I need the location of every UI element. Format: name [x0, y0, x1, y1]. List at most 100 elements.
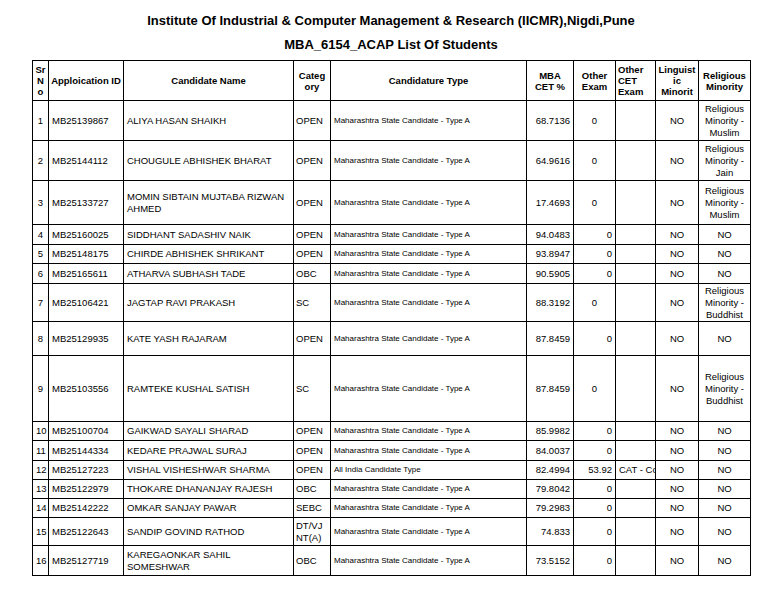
category-cell: OPEN [294, 322, 331, 356]
religious-minority-cell: Religious Minority - Muslim [699, 181, 751, 225]
category-cell: OPEN [294, 245, 331, 264]
linguistic-minority-cell: NO [656, 322, 699, 356]
application-id-cell: MB25144112 [49, 141, 124, 181]
mba-cet-cell: 85.9982 [527, 422, 574, 441]
linguistic-minority-cell: NO [656, 518, 699, 546]
table-row: 15MB25122643SANDIP GOVIND RATHODDT/VJ NT… [33, 518, 751, 546]
sr-cell: 5 [33, 245, 49, 264]
table-row: 13MB25122979THOKARE DHANANJAY RAJESHOBCM… [33, 480, 751, 499]
other-exam-cell: 0 [574, 225, 616, 245]
other-exam-cell: 0 [574, 499, 616, 518]
sr-cell: 2 [33, 141, 49, 181]
sr-cell: 7 [33, 284, 49, 322]
table-row: 2MB25144112CHOUGULE ABHISHEK BHARATOPENM… [33, 141, 751, 181]
other-cet-exam-cell [616, 518, 656, 546]
candidate-name-cell: SIDDHANT SADASHIV NAIK [124, 225, 294, 245]
application-id-cell: MB25122643 [49, 518, 124, 546]
linguistic-minority-cell: NO [656, 546, 699, 576]
candidate-name-cell: SANDIP GOVIND RATHOD [124, 518, 294, 546]
candidate-name-cell: CHOUGULE ABHISHEK BHARAT [124, 141, 294, 181]
other-exam-cell: 0 [574, 356, 616, 422]
sr-cell: 3 [33, 181, 49, 225]
candidate-name-cell: ALIYA HASAN SHAIKH [124, 101, 294, 141]
sr-cell: 10 [33, 422, 49, 441]
application-id-cell: MB25144334 [49, 441, 124, 461]
other-exam-cell: 0 [574, 181, 616, 225]
sr-cell: 15 [33, 518, 49, 546]
other-exam-cell: 0 [574, 245, 616, 264]
religious-minority-cell: NO [699, 422, 751, 441]
sr-cell: 1 [33, 101, 49, 141]
linguistic-minority-cell: NO [656, 356, 699, 422]
category-cell: OPEN [294, 422, 331, 441]
religious-minority-cell: NO [699, 546, 751, 576]
header-religious-minority: Religious Minority [699, 61, 751, 101]
table-row: 1MB25139867ALIYA HASAN SHAIKHOPENMaharas… [33, 101, 751, 141]
mba-cet-cell: 93.8947 [527, 245, 574, 264]
sr-cell: 6 [33, 264, 49, 284]
sr-cell: 9 [33, 356, 49, 422]
candidate-name-cell: OMKAR SANJAY PAWAR [124, 499, 294, 518]
candidate-name-cell: KAREGAONKAR SAHIL SOMESHWAR [124, 546, 294, 576]
students-table: Sr No Apploication ID Candidate Name Cat… [32, 60, 751, 576]
religious-minority-cell: Religious Minority - Jain [699, 141, 751, 181]
mba-cet-cell: 74.833 [527, 518, 574, 546]
application-id-cell: MB25103556 [49, 356, 124, 422]
religious-minority-cell: NO [699, 518, 751, 546]
other-cet-exam-cell [616, 480, 656, 499]
linguistic-minority-cell: NO [656, 461, 699, 480]
mba-cet-cell: 88.3192 [527, 284, 574, 322]
category-cell: OPEN [294, 141, 331, 181]
other-cet-exam-cell [616, 284, 656, 322]
linguistic-minority-cell: NO [656, 441, 699, 461]
sr-cell: 16 [33, 546, 49, 576]
candidature-type-cell: Maharashtra State Candidate - Type A [331, 422, 527, 441]
sr-cell: 13 [33, 480, 49, 499]
category-cell: OPEN [294, 101, 331, 141]
application-id-cell: MB25127719 [49, 546, 124, 576]
religious-minority-cell: NO [699, 461, 751, 480]
candidature-type-cell: Maharashtra State Candidate - Type A [331, 101, 527, 141]
report-page: Institute Of Industrial & Computer Manag… [0, 0, 782, 605]
application-id-cell: MB25106421 [49, 284, 124, 322]
other-cet-exam-cell [616, 101, 656, 141]
candidature-type-cell: All India Candidate Type [331, 461, 527, 480]
application-id-cell: MB25139867 [49, 101, 124, 141]
sr-cell: 4 [33, 225, 49, 245]
header-candidate-name: Candidate Name [124, 61, 294, 101]
table-row: 3MB25133727MOMIN SIBTAIN MUJTABA RIZWAN … [33, 181, 751, 225]
category-cell: OPEN [294, 181, 331, 225]
report-title: Institute Of Industrial & Computer Manag… [0, 0, 782, 28]
table-row: 10MB25100704GAIKWAD SAYALI SHARADOPENMah… [33, 422, 751, 441]
application-id-cell: MB25122979 [49, 480, 124, 499]
candidate-name-cell: THOKARE DHANANJAY RAJESH [124, 480, 294, 499]
table-row: 16MB25127719KAREGAONKAR SAHIL SOMESHWARO… [33, 546, 751, 576]
other-exam-cell: 0 [574, 264, 616, 284]
sr-cell: 11 [33, 441, 49, 461]
application-id-cell: MB25100704 [49, 422, 124, 441]
category-cell: DT/VJ NT(A) [294, 518, 331, 546]
other-exam-cell: 53.92 [574, 461, 616, 480]
religious-minority-cell: NO [699, 441, 751, 461]
other-exam-cell: 0 [574, 422, 616, 441]
religious-minority-cell: NO [699, 245, 751, 264]
candidature-type-cell: Maharashtra State Candidate - Type A [331, 356, 527, 422]
other-cet-exam-cell [616, 181, 656, 225]
other-cet-exam-cell [616, 356, 656, 422]
table-row: 8MB25129935KATE YASH RAJARAMOPENMaharash… [33, 322, 751, 356]
linguistic-minority-cell: NO [656, 499, 699, 518]
mba-cet-cell: 90.5905 [527, 264, 574, 284]
religious-minority-cell: NO [699, 264, 751, 284]
category-cell: OBC [294, 546, 331, 576]
category-cell: SC [294, 356, 331, 422]
report-subtitle: MBA_6154_ACAP List Of Students [0, 37, 782, 52]
religious-minority-cell: Religious Minority - Buddhist [699, 356, 751, 422]
category-cell: OBC [294, 264, 331, 284]
candidature-type-cell: Maharashtra State Candidate - Type A [331, 441, 527, 461]
candidature-type-cell: Maharashtra State Candidate - Type A [331, 499, 527, 518]
header-application-id: Apploication ID [49, 61, 124, 101]
application-id-cell: MB25165611 [49, 264, 124, 284]
category-cell: SC [294, 284, 331, 322]
linguistic-minority-cell: NO [656, 284, 699, 322]
category-cell: OPEN [294, 225, 331, 245]
